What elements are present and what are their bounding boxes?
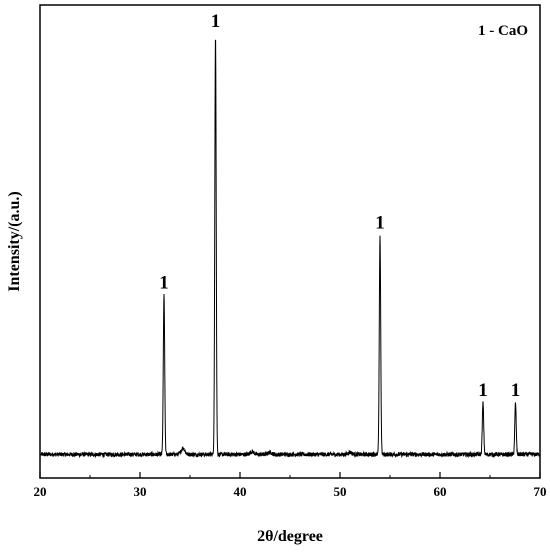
- x-tick-label: 60: [434, 484, 447, 499]
- x-axis-label: 2θ/degree: [257, 528, 323, 545]
- peak-label: 1: [159, 273, 169, 294]
- x-tick-label: 50: [334, 484, 347, 499]
- x-tick-label: 20: [34, 484, 47, 499]
- peak-labels: 1 1 1 1 1: [159, 11, 520, 401]
- xrd-pattern-line: [40, 39, 540, 459]
- peak-label: 1: [511, 380, 521, 401]
- x-tick-label: 70: [534, 484, 547, 499]
- peak-label: 1: [478, 380, 488, 401]
- x-axis-ticks: 20 30 40 50 60 70: [34, 472, 547, 499]
- plot-frame: [39, 4, 541, 479]
- x-tick-label: 30: [134, 484, 147, 499]
- legend-text: 1 - CaO: [478, 23, 528, 39]
- peak-label: 1: [211, 11, 221, 32]
- x-tick-label: 40: [234, 484, 247, 499]
- peak-label: 1: [375, 213, 385, 234]
- y-axis-label: Intensity/(a.u.): [6, 191, 23, 291]
